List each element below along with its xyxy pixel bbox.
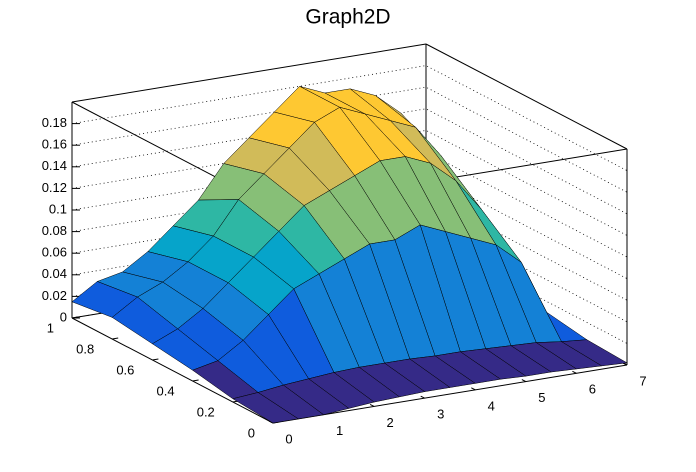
box-edge <box>272 364 628 424</box>
y-tick <box>192 379 199 382</box>
z-tick-label: 0.06 <box>42 245 67 260</box>
y-tick <box>112 337 119 340</box>
x-tick <box>369 403 375 407</box>
box-edge <box>71 317 274 424</box>
chart-title: Graph2D <box>305 6 390 29</box>
y-tick-label: 0.2 <box>197 404 215 419</box>
z-tick-label: 0.04 <box>42 266 67 281</box>
x-tick <box>420 395 425 399</box>
box-edge <box>425 43 628 150</box>
y-tick <box>71 316 79 319</box>
x-tick-label: 1 <box>336 423 343 438</box>
box-edge <box>71 43 427 103</box>
z-tick-label: 0.18 <box>42 115 67 130</box>
y-tick-label: 1 <box>47 320 54 335</box>
surface-cell <box>232 392 299 424</box>
y-tick-label: 0.6 <box>116 362 134 377</box>
x-tick-label: 6 <box>589 382 596 397</box>
x-tick <box>521 379 527 383</box>
x-tick <box>572 370 577 374</box>
y-tick <box>152 358 159 361</box>
y-tick-label: 0.4 <box>157 383 175 398</box>
y-tick-label: 0.8 <box>76 341 94 356</box>
z-tick-label: 0.08 <box>42 223 67 238</box>
x-tick-label: 0 <box>285 431 292 446</box>
x-tick-label: 2 <box>387 415 394 430</box>
x-tick-label: 3 <box>437 407 444 422</box>
z-tick-label: 0.16 <box>42 137 67 152</box>
z-tick-label: 0.1 <box>49 201 67 216</box>
z-tick-label: 0.12 <box>42 180 67 195</box>
x-tick <box>471 387 476 391</box>
z-tick-label: 0.14 <box>42 158 67 173</box>
y-tick-label: 0 <box>248 425 255 440</box>
x-tick-label: 7 <box>639 373 646 388</box>
x-tick-label: 5 <box>538 390 545 405</box>
z-tick-label: 0 <box>60 309 67 324</box>
x-tick-label: 4 <box>488 398 495 413</box>
z-tick-label: 0.02 <box>42 288 67 303</box>
